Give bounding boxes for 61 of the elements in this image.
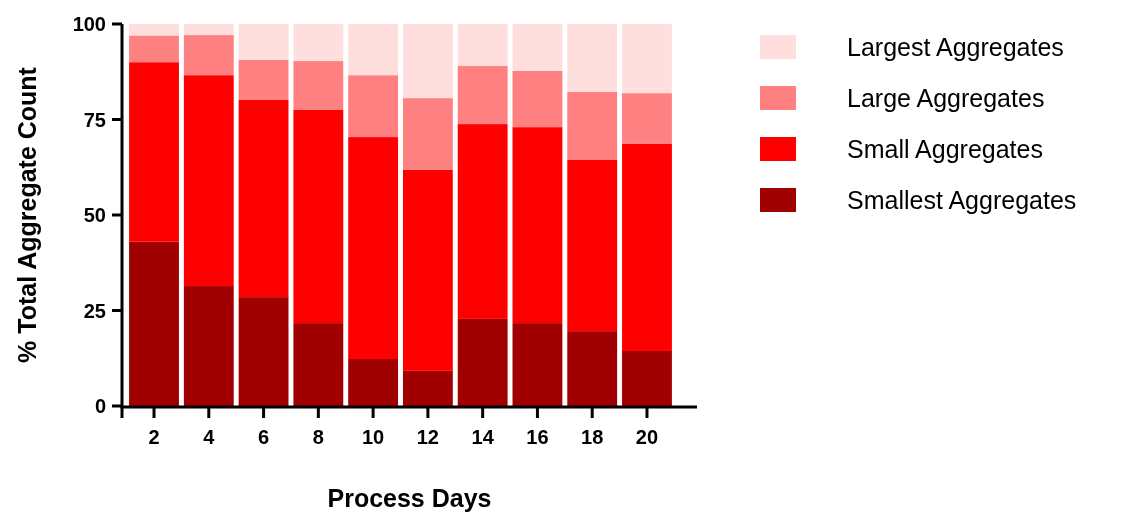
bar [512,24,563,71]
x-tick-label: 2 [148,426,160,448]
x-tick-label: 12 [416,426,440,448]
x-tick-label: 18 [581,426,604,448]
legend-label: Largest Aggregates [847,32,1064,61]
bar [238,100,289,298]
y-tick-label: 25 [83,299,106,322]
legend-label: Smallest Aggregates [847,185,1077,214]
x-tick-label: 6 [258,426,270,448]
x-tick-label: 8 [312,426,324,448]
bar [183,35,234,76]
bar [457,66,508,125]
bar [348,137,399,360]
legend-label: Small Aggregates [847,134,1043,163]
bar [457,124,508,319]
bar [129,241,179,406]
bar [129,35,179,63]
bar [348,359,399,406]
y-tick-label: 0 [94,395,106,417]
legend-label: Large Aggregates [847,83,1045,112]
bar [183,24,234,36]
bar [348,75,399,138]
x-tick-label: 4 [203,426,216,448]
bar [567,331,618,406]
bar [512,127,563,324]
bar [348,24,399,76]
bar [402,24,453,99]
y-tick-label: 50 [83,204,106,226]
bar [238,59,289,101]
bar [567,24,618,92]
bar [293,323,344,406]
bar [457,318,508,406]
x-tick-label: 16 [526,426,549,448]
bar [622,93,672,144]
bar [457,24,508,67]
bar [293,61,344,110]
bar [238,24,289,60]
y-tick-label: 100 [72,13,106,35]
bar [183,286,234,406]
bar [512,323,563,406]
bar [238,297,289,406]
bar [622,350,672,406]
bar [402,370,453,406]
y-tick-label: 75 [83,108,106,131]
bar [129,62,179,242]
y-axis-title: % Total Aggregate Count [13,66,41,363]
bar [293,24,344,62]
x-tick-label: 14 [471,426,495,448]
bar [512,70,563,128]
x-tick-label: 20 [635,426,659,448]
bar [402,98,453,170]
bar [622,143,672,351]
bar [402,169,453,371]
bar [622,24,672,94]
bar [293,109,344,324]
bar [567,159,618,332]
x-axis-title: Process Days [327,484,492,512]
bar [129,24,179,36]
bar [183,75,234,287]
x-tick-label: 10 [361,426,385,448]
bar [567,92,618,160]
